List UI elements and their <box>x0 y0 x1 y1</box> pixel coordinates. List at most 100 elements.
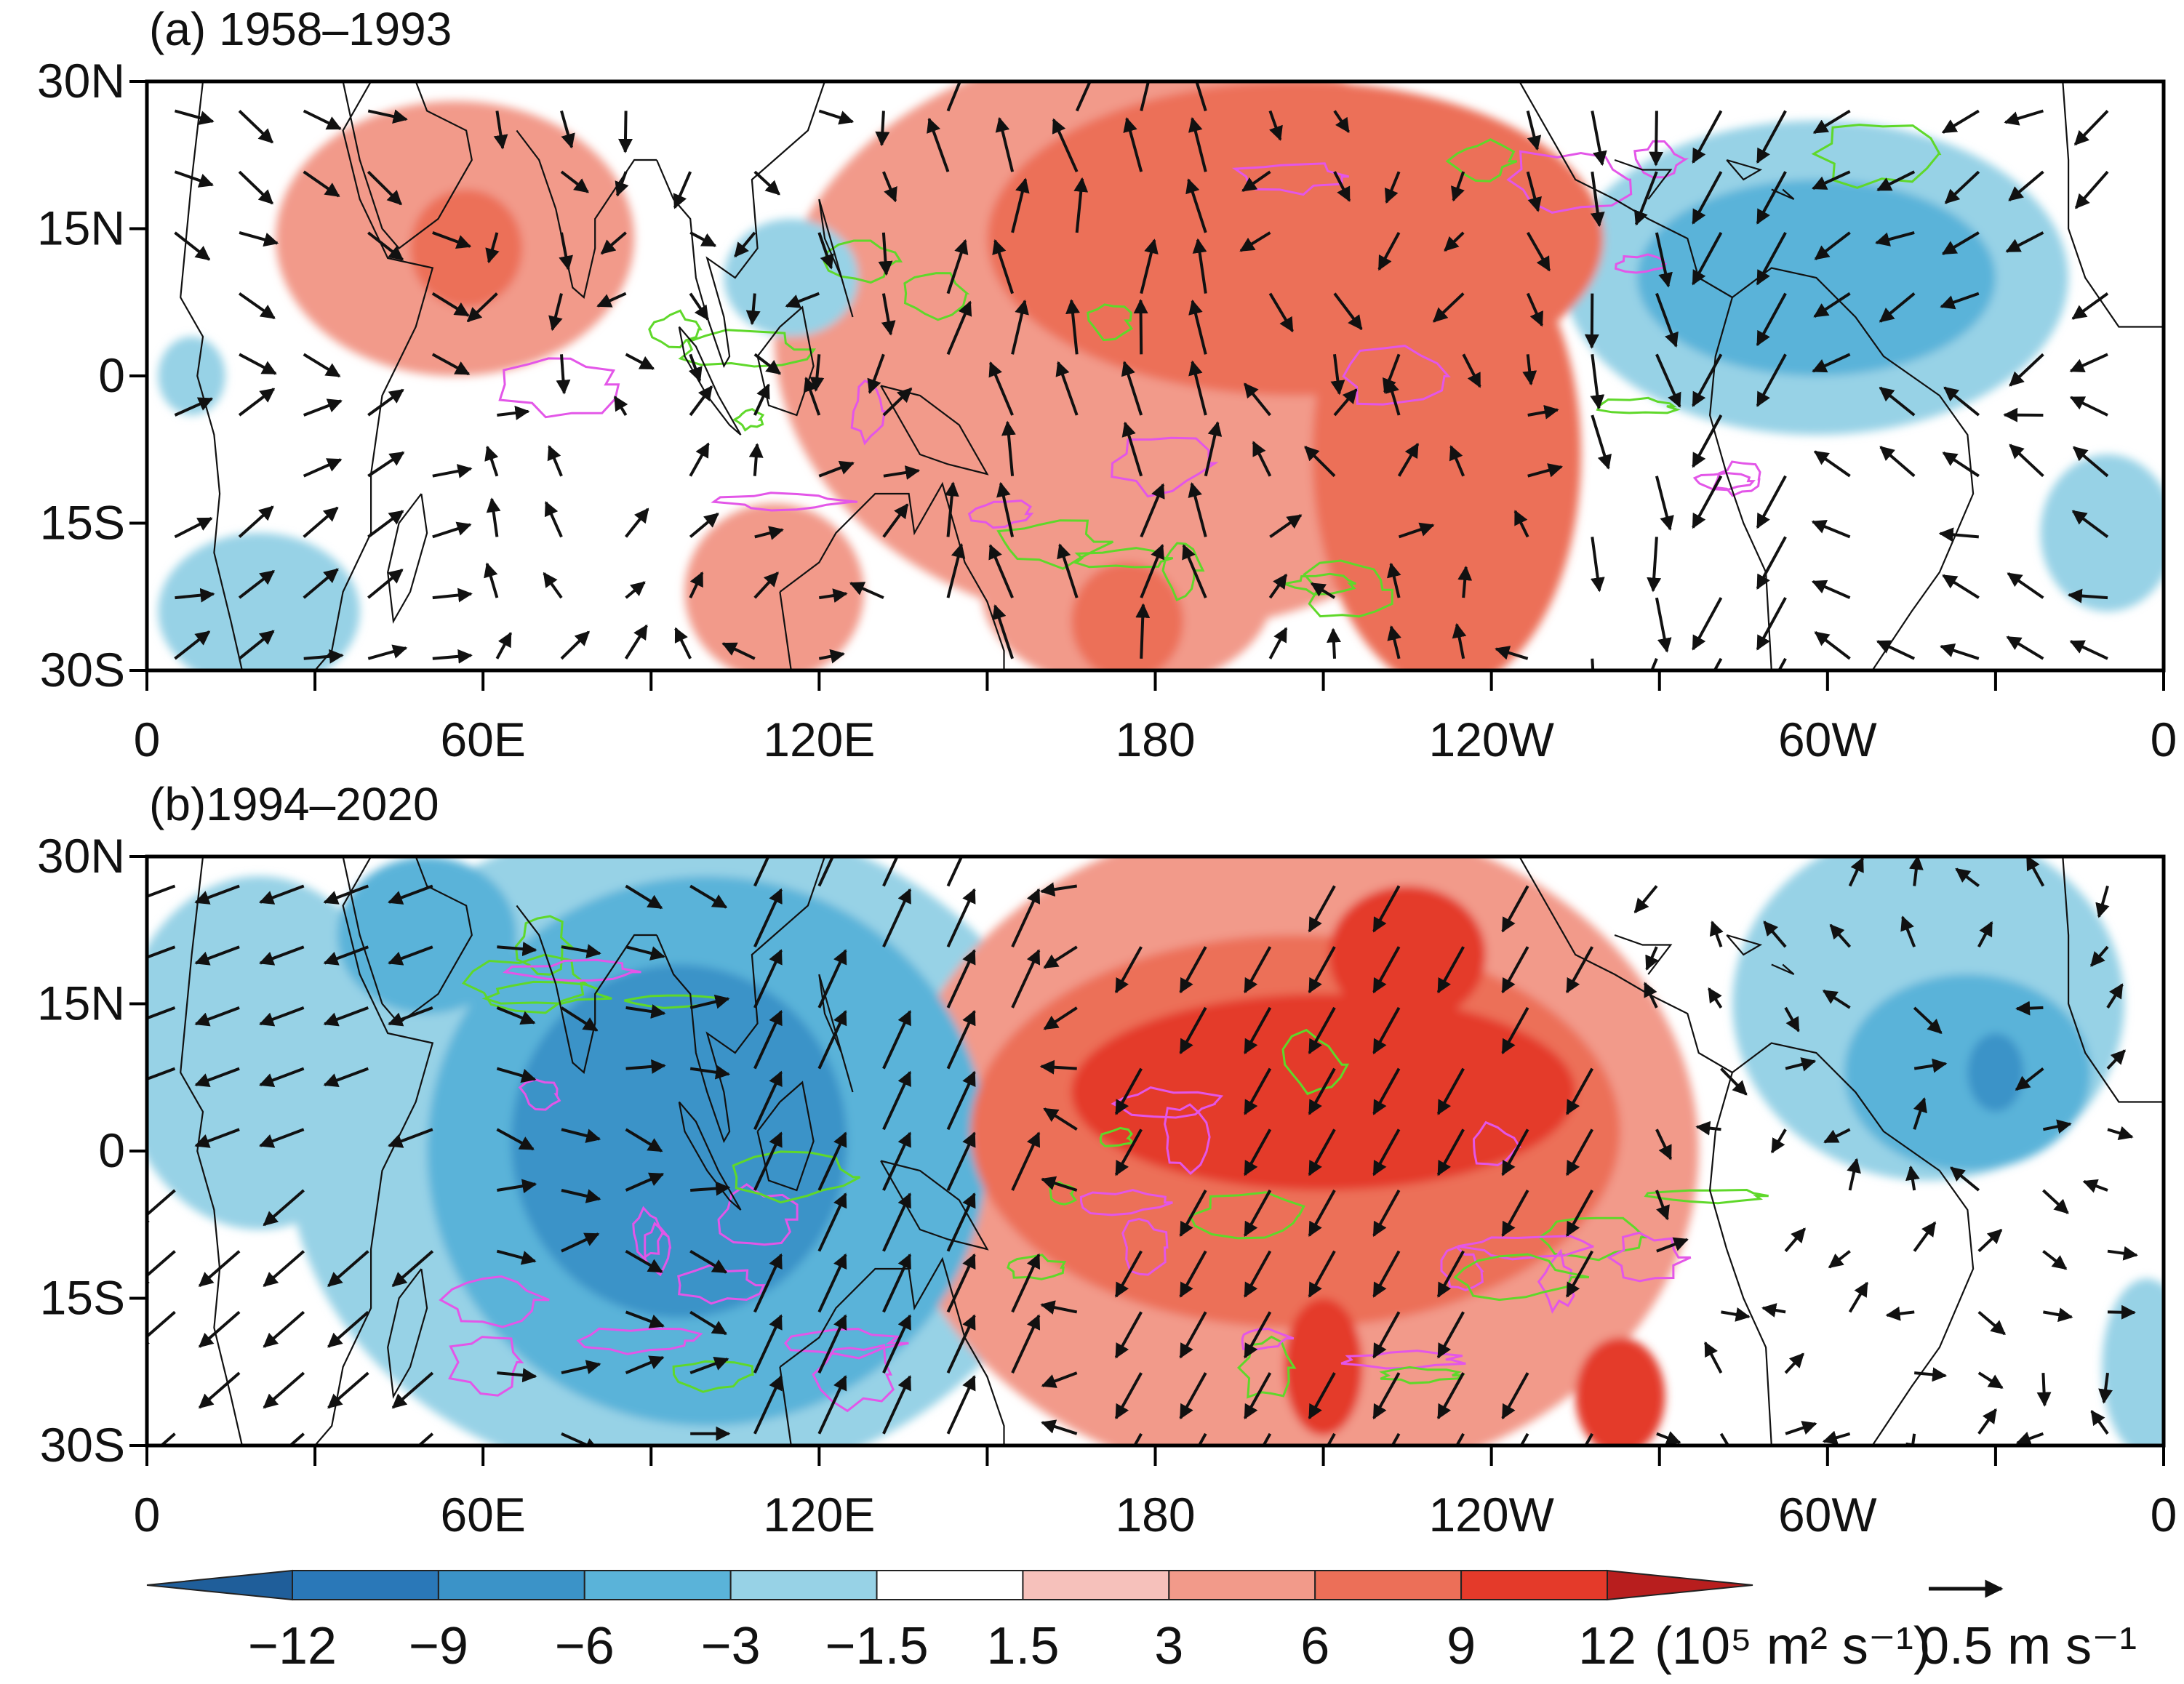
wind-vector <box>1848 1281 1869 1313</box>
wind-vector <box>1179 1250 1207 1298</box>
wind-vector <box>263 1250 305 1288</box>
wind-vector <box>881 293 896 336</box>
wind-vector <box>1397 442 1420 477</box>
wind-vector <box>1719 1432 1730 1446</box>
wind-vector <box>946 1192 976 1252</box>
wind-vector <box>147 884 176 899</box>
wind-vector <box>327 1371 369 1409</box>
wind-vector <box>432 521 472 539</box>
wind-vector <box>1938 527 1979 542</box>
contour-line <box>1633 140 1689 179</box>
wind-vector <box>1304 446 1336 478</box>
contour-line <box>1087 303 1134 342</box>
wind-vector <box>1785 1421 1817 1435</box>
wind-vector <box>367 170 402 206</box>
wind-vector <box>303 506 339 538</box>
shading-blob <box>158 337 225 415</box>
wind-vector <box>1761 1303 1786 1318</box>
contour-line <box>498 357 620 419</box>
wind-vector <box>238 388 276 417</box>
wind-vector <box>1052 118 1079 173</box>
wind-vector <box>1885 1306 1915 1321</box>
wind-vector <box>303 649 344 664</box>
wind-vector <box>194 1006 240 1027</box>
wind-vector <box>1944 170 1980 204</box>
contour-line <box>1303 559 1393 618</box>
wind-vector <box>323 884 369 905</box>
contour-line <box>1342 345 1451 406</box>
contour-line <box>1453 1253 1590 1302</box>
wind-vector <box>239 353 277 375</box>
x-tick-label: 60W <box>1778 713 1877 766</box>
colorbar-label: 3 <box>1154 1617 1183 1675</box>
y-tick-label: 30N <box>37 54 125 108</box>
wind-vector <box>1813 292 1851 318</box>
wind-vector <box>2009 353 2044 387</box>
wind-vector <box>1333 388 1358 417</box>
wind-vector <box>1828 1250 1851 1269</box>
wind-vector <box>1822 1430 1851 1445</box>
wind-vector <box>1913 1221 1937 1252</box>
wind-vector <box>2015 1067 2044 1091</box>
colorbar-box <box>1314 1570 1463 1600</box>
wind-vector <box>1182 544 1207 598</box>
wind-vector <box>1633 885 1658 914</box>
wind-vector <box>1179 946 1207 994</box>
wind-vector <box>1943 386 1980 417</box>
shading-blob <box>724 219 859 337</box>
wind-vector <box>1692 353 1723 407</box>
wind-vector <box>327 1310 369 1348</box>
wind-vector <box>689 571 704 598</box>
wind-vector <box>1829 923 1852 948</box>
wind-vector <box>2043 1307 2073 1323</box>
wind-vector <box>561 1432 600 1446</box>
wind-vector <box>988 361 1014 416</box>
contour-line <box>439 1275 550 1328</box>
wind-vector <box>239 230 279 247</box>
coastline <box>342 81 473 249</box>
contour-line <box>783 1328 909 1360</box>
wind-vector <box>1784 1352 1804 1374</box>
coastline <box>2062 81 2164 328</box>
wind-vector <box>1330 354 1345 396</box>
wind-vector <box>1777 657 1787 670</box>
coastline <box>678 1101 742 1211</box>
wind-vector <box>159 1432 176 1446</box>
wind-vector <box>1308 1128 1336 1176</box>
wind-vector <box>625 1059 666 1074</box>
wind-vector <box>1905 1165 1920 1191</box>
wind-vector <box>1770 1128 1787 1154</box>
wind-vector <box>946 888 976 948</box>
colorbar-label: −9 <box>409 1617 468 1675</box>
wind-vector <box>1655 597 1672 653</box>
coastline <box>779 1256 1005 1446</box>
wind-vector <box>327 1250 369 1288</box>
wind-vector <box>1942 452 1980 478</box>
wind-vector <box>2098 1372 2113 1404</box>
wind-vector <box>1308 1067 1336 1115</box>
wind-vector <box>1436 1067 1465 1115</box>
panel-b-coastlines <box>180 857 2164 1446</box>
wind-vector <box>1763 921 1787 948</box>
wind-vector <box>484 562 499 598</box>
colorbar-label: 1.5 <box>986 1617 1059 1675</box>
wind-vector <box>1656 1431 1681 1445</box>
wind-vector <box>174 517 213 539</box>
wind-vector <box>745 293 761 326</box>
wind-vector <box>1823 1128 1851 1144</box>
wind-vector <box>1501 1128 1529 1176</box>
contour-line <box>1379 1366 1466 1384</box>
wind-vector <box>1650 658 1658 670</box>
wind-vector <box>882 1192 912 1252</box>
wind-vector <box>946 1253 976 1313</box>
wind-vector <box>817 1131 847 1191</box>
wind-vector <box>1565 1067 1594 1115</box>
x-tick-label: 0 <box>2151 1488 2177 1541</box>
wind-vector <box>1179 1311 1207 1359</box>
wind-vector <box>2082 1179 2108 1193</box>
wind-vector <box>2071 292 2109 320</box>
wind-vector <box>1073 177 1089 233</box>
wind-vector <box>1185 178 1207 233</box>
colorbar-box <box>876 1570 1024 1600</box>
wind-vector <box>689 442 710 477</box>
